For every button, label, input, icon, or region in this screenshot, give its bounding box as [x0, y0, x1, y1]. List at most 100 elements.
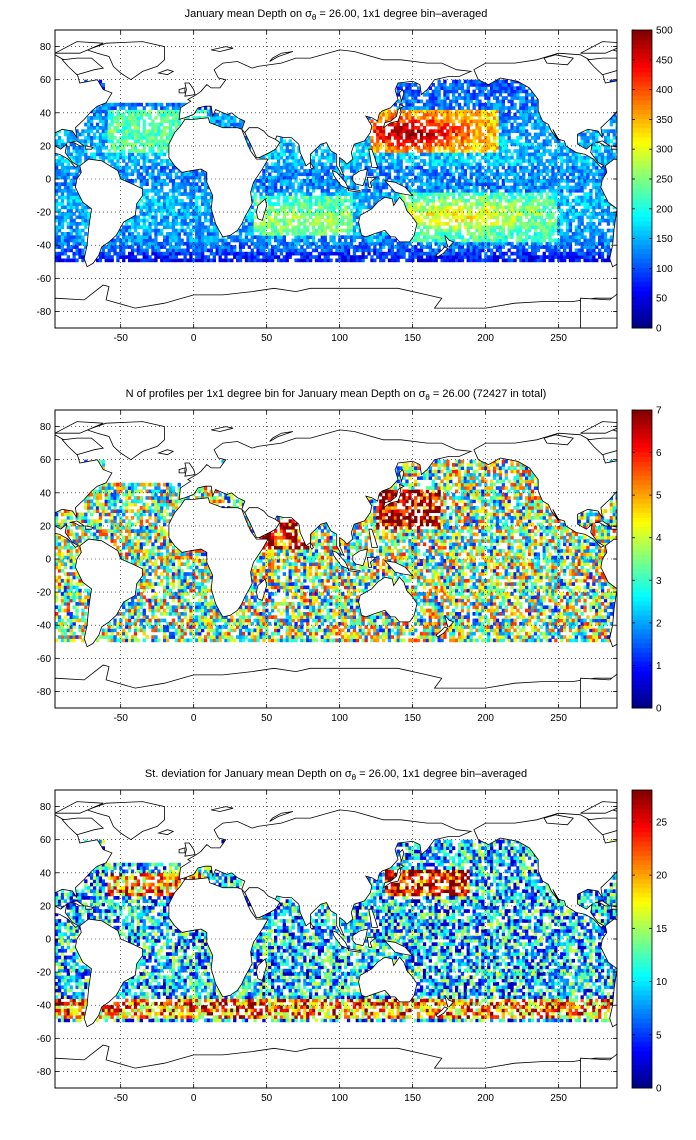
data-cell — [78, 208, 82, 213]
data-cell — [125, 129, 129, 133]
data-cell — [110, 159, 114, 163]
data-cell — [300, 245, 304, 249]
data-cell — [533, 136, 538, 140]
data-cell — [274, 208, 278, 213]
data-cell — [478, 248, 482, 253]
data-cell — [568, 149, 573, 153]
data-cell — [379, 258, 383, 263]
data-cell — [565, 188, 570, 193]
data-cell — [460, 192, 465, 196]
data-cell — [460, 162, 465, 167]
data-cell — [405, 136, 409, 140]
data-cell — [434, 205, 438, 210]
data-cell — [557, 225, 561, 230]
data-cell — [522, 205, 526, 210]
data-cell — [501, 212, 505, 216]
data-cell — [411, 195, 415, 200]
data-cell — [437, 139, 441, 143]
data-cell — [533, 212, 538, 216]
data-cell — [449, 218, 453, 223]
data-cell — [303, 248, 307, 253]
data-cell — [387, 175, 392, 180]
data-cell — [513, 142, 517, 147]
data-cell — [297, 235, 301, 239]
data-cell — [320, 162, 324, 167]
data-cell — [338, 245, 342, 249]
data-cell — [98, 145, 103, 150]
data-cell — [463, 136, 467, 140]
data-cell — [595, 241, 599, 246]
data-cell — [145, 228, 149, 233]
data-cell — [192, 218, 196, 223]
data-cell — [598, 145, 602, 150]
data-cell — [104, 258, 108, 263]
data-cell — [300, 159, 304, 163]
data-cell — [294, 212, 298, 216]
data-cell — [136, 162, 140, 167]
data-cell — [323, 248, 327, 253]
data-cell — [530, 159, 535, 163]
data-cell — [75, 132, 79, 137]
data-cell — [163, 255, 167, 259]
data-cell — [253, 245, 257, 249]
data-cell — [390, 251, 394, 256]
data-cell — [484, 175, 488, 180]
data-cell — [422, 172, 427, 177]
data-cell — [504, 126, 508, 130]
data-cell — [574, 238, 578, 243]
data-cell — [612, 129, 616, 133]
data-cell — [230, 235, 234, 239]
data-cell — [238, 241, 243, 246]
data-cell — [519, 165, 523, 170]
data-cell — [183, 202, 187, 206]
data-cell — [577, 222, 581, 226]
data-cell — [513, 245, 517, 249]
data-cell — [323, 258, 327, 263]
data-cell — [279, 208, 284, 213]
data-cell — [586, 129, 590, 133]
data-cell — [419, 159, 424, 163]
data-cell — [422, 258, 427, 263]
data-cell — [551, 175, 555, 180]
data-cell — [606, 205, 611, 210]
data-cell — [291, 218, 295, 223]
data-cell — [238, 255, 243, 259]
data-cell — [300, 255, 304, 259]
data-cell — [551, 192, 555, 196]
data-cell — [379, 185, 383, 190]
data-cell — [411, 205, 415, 210]
data-cell — [349, 215, 354, 220]
data-cell — [165, 139, 170, 143]
data-cell — [384, 235, 389, 239]
data-cell — [522, 195, 526, 200]
data-cell — [130, 122, 135, 127]
data-cell — [198, 188, 202, 193]
data-cell — [440, 212, 444, 216]
data-cell — [314, 245, 319, 249]
data-cell — [332, 165, 336, 170]
data-cell — [174, 251, 178, 256]
data-cell — [344, 188, 348, 193]
data-cell — [157, 126, 161, 130]
data-cell — [335, 228, 339, 233]
data-cell — [247, 245, 251, 249]
data-cell — [198, 222, 202, 226]
data-cell — [449, 228, 453, 233]
data-cell — [414, 136, 418, 140]
data-cell — [519, 142, 523, 147]
data-cell — [84, 245, 88, 249]
data-cell — [542, 225, 546, 230]
data-cell — [154, 248, 158, 253]
data-cell — [449, 248, 453, 253]
data-cell — [78, 248, 82, 253]
data-cell — [554, 155, 558, 160]
data-cell — [507, 205, 511, 210]
data-cell — [262, 251, 266, 256]
data-cell — [93, 155, 97, 160]
data-cell — [478, 238, 482, 243]
data-cell — [568, 185, 573, 190]
data-cell — [443, 169, 447, 173]
data-cell — [384, 149, 389, 153]
data-cell — [592, 129, 596, 133]
data-cell — [361, 245, 365, 249]
